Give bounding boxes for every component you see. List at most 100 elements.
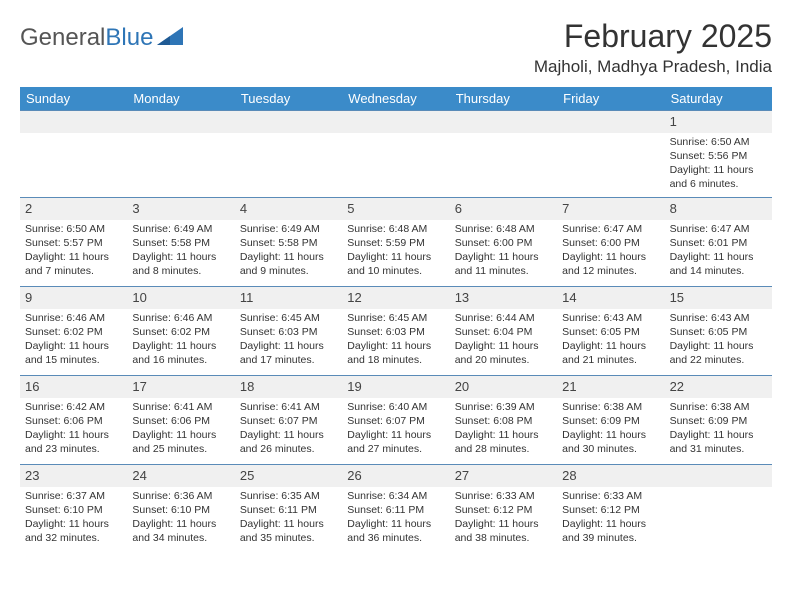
sunset-text: Sunset: 6:07 PM [347, 414, 444, 428]
daylight-text: Daylight: 11 hours and 23 minutes. [25, 428, 122, 456]
day-number: 13 [450, 287, 557, 309]
sunrise-text: Sunrise: 6:38 AM [562, 400, 659, 414]
day-info: Sunrise: 6:38 AMSunset: 6:09 PMDaylight:… [562, 400, 659, 457]
weekday-saturday: Saturday [665, 87, 772, 110]
day-info: Sunrise: 6:47 AMSunset: 6:01 PMDaylight:… [670, 222, 767, 279]
weekday-thursday: Thursday [450, 87, 557, 110]
daylight-text: Daylight: 11 hours and 38 minutes. [455, 517, 552, 545]
day-number: 22 [665, 376, 772, 398]
day-number: 26 [342, 465, 449, 487]
day-cell: 21Sunrise: 6:38 AMSunset: 6:09 PMDayligh… [557, 376, 664, 464]
day-cell: 12Sunrise: 6:45 AMSunset: 6:03 PMDayligh… [342, 287, 449, 375]
day-number: 8 [665, 198, 772, 220]
sunset-text: Sunset: 6:04 PM [455, 325, 552, 339]
day-info: Sunrise: 6:46 AMSunset: 6:02 PMDaylight:… [132, 311, 229, 368]
daylight-text: Daylight: 11 hours and 31 minutes. [670, 428, 767, 456]
day-info: Sunrise: 6:49 AMSunset: 5:58 PMDaylight:… [240, 222, 337, 279]
day-info: Sunrise: 6:43 AMSunset: 6:05 PMDaylight:… [562, 311, 659, 368]
sunrise-text: Sunrise: 6:45 AM [240, 311, 337, 325]
weekday-monday: Monday [127, 87, 234, 110]
day-cell: 4Sunrise: 6:49 AMSunset: 5:58 PMDaylight… [235, 198, 342, 286]
day-info: Sunrise: 6:45 AMSunset: 6:03 PMDaylight:… [347, 311, 444, 368]
title-block: February 2025 Majholi, Madhya Pradesh, I… [534, 18, 772, 77]
day-number: 25 [235, 465, 342, 487]
day-cell: 11 Sunrise: 6:45 AMSunset: 6:03 PMDayligh… [235, 287, 342, 375]
calendar-page: GeneralBlue February 2025 Majholi, Madhy… [0, 0, 792, 563]
day-number [127, 111, 234, 133]
weekday-tuesday: Tuesday [235, 87, 342, 110]
day-number: 21 [557, 376, 664, 398]
day-cell [20, 111, 127, 197]
day-number: 11 [235, 287, 342, 309]
day-cell [127, 111, 234, 197]
day-cell: 1Sunrise: 6:50 AMSunset: 5:56 PMDaylight… [665, 111, 772, 197]
day-cell: 3Sunrise: 6:49 AMSunset: 5:58 PMDaylight… [127, 198, 234, 286]
sunrise-text: Sunrise: 6:39 AM [455, 400, 552, 414]
daylight-text: Daylight: 11 hours and 26 minutes. [240, 428, 337, 456]
weekday-friday: Friday [557, 87, 664, 110]
day-number: 7 [557, 198, 664, 220]
day-cell: 15Sunrise: 6:43 AMSunset: 6:05 PMDayligh… [665, 287, 772, 375]
day-number [20, 111, 127, 133]
sunset-text: Sunset: 6:05 PM [562, 325, 659, 339]
day-info: Sunrise: 6:49 AMSunset: 5:58 PMDaylight:… [132, 222, 229, 279]
sunrise-text: Sunrise: 6:38 AM [670, 400, 767, 414]
sunset-text: Sunset: 6:03 PM [240, 325, 337, 339]
sunset-text: Sunset: 6:06 PM [132, 414, 229, 428]
sunrise-text: Sunrise: 6:49 AM [240, 222, 337, 236]
day-cell: 18Sunrise: 6:41 AMSunset: 6:07 PMDayligh… [235, 376, 342, 464]
day-cell: 26Sunrise: 6:34 AMSunset: 6:11 PMDayligh… [342, 465, 449, 553]
sunset-text: Sunset: 6:03 PM [347, 325, 444, 339]
sunset-text: Sunset: 6:09 PM [670, 414, 767, 428]
sunset-text: Sunset: 6:11 PM [240, 503, 337, 517]
day-number: 27 [450, 465, 557, 487]
day-number: 18 [235, 376, 342, 398]
day-number [342, 111, 449, 133]
day-info: Sunrise: 6:36 AMSunset: 6:10 PMDaylight:… [132, 489, 229, 546]
sunrise-text: Sunrise: 6:50 AM [670, 135, 767, 149]
day-cell [665, 465, 772, 553]
sunrise-text: Sunrise: 6:47 AM [562, 222, 659, 236]
sunset-text: Sunset: 6:10 PM [25, 503, 122, 517]
daylight-text: Daylight: 11 hours and 17 minutes. [240, 339, 337, 367]
daylight-text: Daylight: 11 hours and 10 minutes. [347, 250, 444, 278]
sunrise-text: Sunrise: 6:40 AM [347, 400, 444, 414]
day-info: Sunrise: 6:50 AMSunset: 5:57 PMDaylight:… [25, 222, 122, 279]
daylight-text: Daylight: 11 hours and 14 minutes. [670, 250, 767, 278]
day-cell: 25Sunrise: 6:35 AMSunset: 6:11 PMDayligh… [235, 465, 342, 553]
sunrise-text: Sunrise: 6:43 AM [562, 311, 659, 325]
daylight-text: Daylight: 11 hours and 11 minutes. [455, 250, 552, 278]
day-cell: 17Sunrise: 6:41 AMSunset: 6:06 PMDayligh… [127, 376, 234, 464]
sunrise-text: Sunrise: 6:44 AM [455, 311, 552, 325]
day-info: Sunrise: 6:33 AMSunset: 6:12 PMDaylight:… [455, 489, 552, 546]
day-cell [450, 111, 557, 197]
sunset-text: Sunset: 6:02 PM [132, 325, 229, 339]
day-info: Sunrise: 6:50 AMSunset: 5:56 PMDaylight:… [670, 135, 767, 192]
sunrise-text: Sunrise: 6:41 AM [132, 400, 229, 414]
day-cell: 5Sunrise: 6:48 AMSunset: 5:59 PMDaylight… [342, 198, 449, 286]
sunset-text: Sunset: 6:06 PM [25, 414, 122, 428]
day-cell: 16Sunrise: 6:42 AMSunset: 6:06 PMDayligh… [20, 376, 127, 464]
sunrise-text: Sunrise: 6:48 AM [347, 222, 444, 236]
sunrise-text: Sunrise: 6:43 AM [670, 311, 767, 325]
day-info: Sunrise: 6:35 AMSunset: 6:11 PMDaylight:… [240, 489, 337, 546]
day-number: 17 [127, 376, 234, 398]
sunrise-text: Sunrise: 6:46 AM [25, 311, 122, 325]
daylight-text: Daylight: 11 hours and 18 minutes. [347, 339, 444, 367]
day-info: Sunrise: 6:43 AMSunset: 6:05 PMDaylight:… [670, 311, 767, 368]
day-cell: 19Sunrise: 6:40 AMSunset: 6:07 PMDayligh… [342, 376, 449, 464]
sunrise-text: Sunrise: 6:45 AM [347, 311, 444, 325]
sunrise-text: Sunrise: 6:34 AM [347, 489, 444, 503]
day-cell: 13Sunrise: 6:44 AMSunset: 6:04 PMDayligh… [450, 287, 557, 375]
day-info: Sunrise: 6:46 AMSunset: 6:02 PMDaylight:… [25, 311, 122, 368]
day-info: Sunrise: 6:42 AMSunset: 6:06 PMDaylight:… [25, 400, 122, 457]
sunset-text: Sunset: 5:58 PM [132, 236, 229, 250]
day-number: 3 [127, 198, 234, 220]
day-number: 4 [235, 198, 342, 220]
day-cell: 6Sunrise: 6:48 AMSunset: 6:00 PMDaylight… [450, 198, 557, 286]
day-number [665, 465, 772, 487]
day-number: 23 [20, 465, 127, 487]
day-number: 20 [450, 376, 557, 398]
day-cell: 20Sunrise: 6:39 AMSunset: 6:08 PMDayligh… [450, 376, 557, 464]
weeks-container: 1Sunrise: 6:50 AMSunset: 5:56 PMDaylight… [20, 110, 772, 553]
